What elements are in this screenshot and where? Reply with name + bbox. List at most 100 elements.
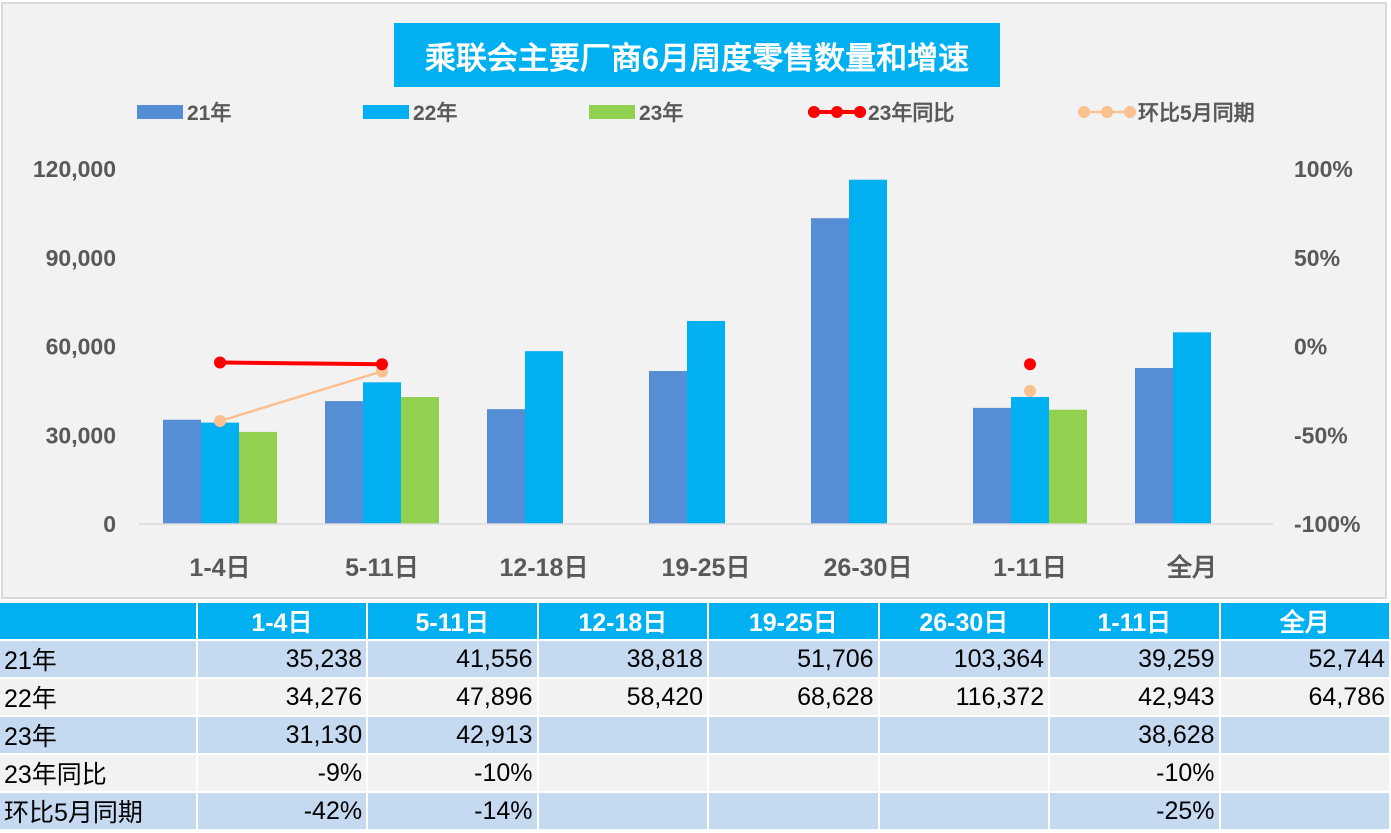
- table-header-cell: 全月: [1220, 603, 1389, 639]
- table-header-cell: 26-30日: [879, 603, 1049, 639]
- bar-22年-5-11日: [363, 382, 401, 524]
- table-cell: [879, 793, 1049, 829]
- bar-21年-1-4日: [163, 419, 201, 524]
- line-segment-23年同比: [219, 360, 383, 367]
- table-cell: -42%: [197, 793, 367, 829]
- table-header-cell: 5-11日: [368, 603, 537, 639]
- table-row: 21年 35,238 41,556 38,818 51,706 103,364 39,259…: [0, 641, 1389, 677]
- bar-21年-全月: [1135, 367, 1173, 524]
- chart-svg: 0 30,000 60,000 90,000 120,000 -100% -50% 0% 50%…: [33, 101, 1361, 582]
- table-cell: [538, 793, 708, 829]
- chart-title: 乘联会主要厂商6月周度零售数量和增速: [394, 23, 1000, 87]
- legend-label: 环比5月同期: [1138, 102, 1255, 125]
- x-axis-tick: 26-30日: [824, 554, 913, 582]
- table-cell: [1220, 717, 1389, 753]
- table-cell: 68,628: [709, 679, 878, 715]
- table-cell: -9%: [197, 755, 367, 791]
- bar-22年-1-11日: [1011, 396, 1049, 524]
- bar-21年-12-18日: [487, 409, 525, 524]
- right-axis-tick: 0%: [1294, 334, 1327, 360]
- line-segment-环比5月同期: [219, 370, 383, 423]
- left-axis-tick: 0: [103, 511, 116, 537]
- legend-swatch-22年: [363, 105, 409, 119]
- right-axis-tick: -100%: [1294, 511, 1360, 537]
- legend-marker-环比5月同期: [1101, 106, 1113, 118]
- table-cell: [538, 717, 708, 753]
- table-row: 环比5月同期 -42% -14% -25%: [0, 793, 1389, 829]
- bar-22年-19-25日: [687, 320, 725, 524]
- table-cell: [538, 755, 708, 791]
- table-row: 23年 31,130 42,913 38,628: [0, 717, 1389, 753]
- table-cell: 38,628: [1050, 717, 1219, 753]
- table-cell: 38,818: [538, 641, 708, 677]
- table-cell: -10%: [1050, 755, 1219, 791]
- table-cell: -14%: [368, 793, 537, 829]
- chart-area: 0 30,000 60,000 90,000 120,000 -100% -50% 0% 50%…: [1, 2, 1387, 599]
- table-header-row: 1-4日 5-11日 12-18日 19-25日 26-30日 1-11日 全月: [0, 603, 1389, 639]
- left-axis-tick: 30,000: [46, 422, 116, 448]
- table-row: 23年同比 -9% -10% -10%: [0, 755, 1389, 791]
- table-cell: 47,896: [368, 679, 537, 715]
- table-cell: 34,276: [197, 679, 367, 715]
- x-axis-tick: 1-11日: [993, 554, 1067, 582]
- table-cell: 64,786: [1220, 679, 1389, 715]
- point-23年同比-1-11日: [1024, 358, 1036, 371]
- table-cell: -25%: [1050, 793, 1219, 829]
- legend-marker-23年同比: [854, 106, 866, 118]
- point-23年同比-1-4日: [214, 356, 226, 369]
- legend-swatch-21年: [137, 105, 183, 119]
- table-cell: 42,943: [1050, 679, 1219, 715]
- right-axis-tick: 50%: [1294, 245, 1340, 271]
- bar-23年-5-11日: [401, 397, 439, 524]
- table-header-cell: [0, 603, 196, 639]
- table-cell: 51,706: [709, 641, 878, 677]
- row-label: 环比5月同期: [0, 793, 196, 829]
- x-axis-tick: 全月: [1166, 553, 1217, 582]
- table-cell: 116,372: [879, 679, 1049, 715]
- legend-marker-环比5月同期: [1078, 106, 1090, 118]
- x-axis-tick: 5-11日: [345, 554, 419, 582]
- table-cell: 103,364: [879, 641, 1049, 677]
- table-cell: -10%: [368, 755, 537, 791]
- legend-label: 23年同比: [868, 101, 954, 125]
- row-label: 23年同比: [0, 755, 196, 791]
- legend-marker-23年同比: [808, 106, 820, 118]
- table-cell: 39,259: [1050, 641, 1219, 677]
- legend-label: 21年: [187, 101, 231, 125]
- point-23年同比-5-11日: [376, 358, 388, 371]
- bar-21年-26-30日: [811, 218, 849, 524]
- legend-swatch-23年: [589, 105, 635, 119]
- x-axis-tick: 1-4日: [189, 554, 250, 582]
- table-cell: [709, 793, 878, 829]
- bar-22年-26-30日: [849, 179, 887, 524]
- legend-label: 23年: [639, 101, 683, 125]
- table-header-cell: 1-11日: [1050, 603, 1219, 639]
- legend-marker-23年同比: [831, 106, 843, 118]
- table-header-cell: 1-4日: [197, 603, 367, 639]
- bar-22年-全月: [1173, 332, 1211, 524]
- x-axis-tick: 12-18日: [500, 554, 589, 582]
- bar-23年-1-4日: [239, 431, 277, 524]
- table-cell: 52,744: [1220, 641, 1389, 677]
- point-环比5月同期-1-4日: [214, 415, 226, 428]
- bar-21年-19-25日: [649, 371, 687, 524]
- x-axis-tick: 19-25日: [662, 554, 751, 582]
- table-cell: [1220, 755, 1389, 791]
- bar-22年-1-4日: [201, 422, 239, 524]
- point-环比5月同期-1-11日: [1024, 384, 1036, 397]
- table-cell: [709, 755, 878, 791]
- table-row: 22年 34,276 47,896 58,420 68,628 116,372 42,943…: [0, 679, 1389, 715]
- table-cell: [709, 717, 878, 753]
- table-cell: 35,238: [197, 641, 367, 677]
- left-axis-tick: 60,000: [46, 334, 116, 360]
- bar-21年-1-11日: [973, 407, 1011, 524]
- bar-21年-5-11日: [325, 401, 363, 524]
- data-table: 1-4日 5-11日 12-18日 19-25日 26-30日 1-11日 全月 21年 35,…: [0, 601, 1391, 831]
- table-cell: [879, 755, 1049, 791]
- row-label: 21年: [0, 641, 196, 677]
- right-axis-tick: -50%: [1294, 422, 1348, 448]
- left-axis-tick: 120,000: [33, 156, 116, 182]
- legend-marker-环比5月同期: [1124, 106, 1136, 118]
- table-cell: 41,556: [368, 641, 537, 677]
- table-cell: 31,130: [197, 717, 367, 753]
